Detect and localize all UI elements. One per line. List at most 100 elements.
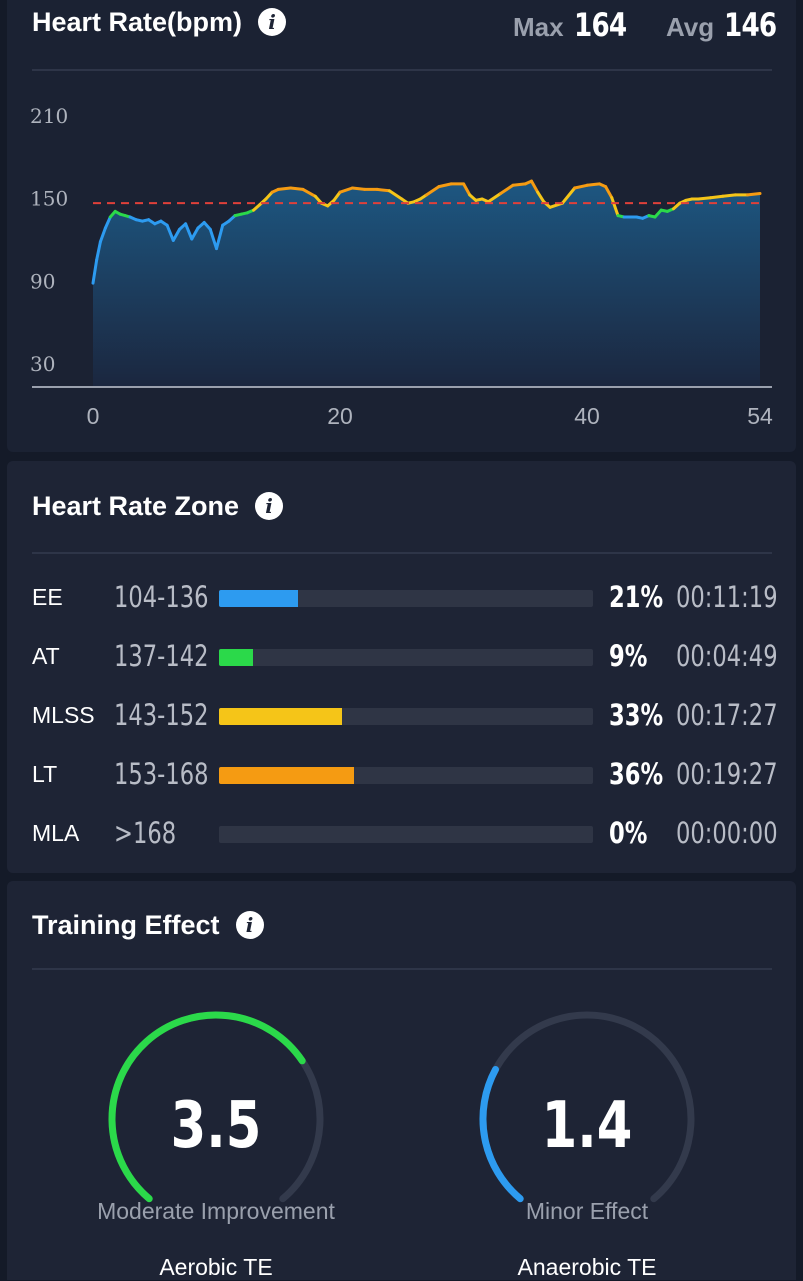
heart-rate-line-segment [499,183,515,195]
zone-row: AT 137-142 9% 00:04:49 [7,637,796,677]
heart-rate-line-segment [313,194,323,205]
heart-rate-card: Heart Rate(bpm) i Max 164 Avg 146 210 150 90 3… [7,0,796,452]
zone-bar-fill [219,590,298,607]
heart-rate-line-segment [610,196,620,218]
heart-rate-line-segment [208,227,218,251]
avg-stat: Avg 146 [666,6,788,44]
zone-bar-track [219,826,593,843]
training-title: Training Effect i [32,909,264,941]
heart-rate-line-segment [387,189,404,201]
x-tick-label: 0 [87,403,100,429]
zone-time: 00:00:00 [676,816,778,850]
anaerobic-te-value: 1.4 [542,1087,633,1162]
heart-rate-line-segment [486,192,503,204]
heart-rate-line-segment [604,185,614,200]
zone-title: Heart Rate Zone i [32,490,284,522]
heart-rate-line-segment [91,258,99,285]
zone-bar-fill [219,708,343,725]
max-stat: Max 164 [513,6,637,44]
heart-rate-line-segment [350,186,367,191]
heart-rate-line-segment [301,187,317,198]
training-gauges: 3.5 1.4 [108,1011,695,1203]
x-tick-label: 40 [574,403,600,429]
aerobic-te-label: Aerobic TE [159,1254,273,1280]
zone-percent: 9% [609,639,648,673]
heart-rate-line-segment [536,190,546,204]
info-icon[interactable]: i [255,491,284,520]
zone-range: >168 [114,816,177,850]
heart-rate-line-segment [746,192,762,197]
heart-rate-line-segment [560,186,577,205]
zone-bar-fill [219,649,253,666]
zone-bar-track [219,590,593,607]
zone-time: 00:04:49 [676,639,778,673]
zone-percent: 21% [609,580,664,614]
aerobic-te-value: 3.5 [171,1087,262,1162]
avg-label: Avg [666,12,715,42]
zone-row: EE 104-136 21% 00:11:19 [7,578,796,618]
heart-rate-line-segment [338,186,354,194]
anaerobic-gauge-arc [479,1066,524,1203]
y-tick-label: 30 [30,352,55,376]
heart-rate-line-segment [98,226,107,244]
heart-rate-line-segment [202,221,212,231]
zone-range: 153-168 [114,757,209,791]
zone-row: MLA >168 0% 00:00:00 [7,814,796,854]
heart-rate-line-segment [511,182,527,187]
divider [32,69,772,71]
info-icon[interactable]: i [235,910,264,939]
info-icon[interactable]: i [258,7,287,36]
x-tick-label: 54 [747,403,773,429]
zone-range: 137-142 [114,639,209,673]
x-tick-label: 20 [327,403,353,429]
heart-rate-line-segment [289,186,305,191]
divider [32,968,772,970]
heart-rate-line-segment [276,186,293,191]
heart-rate-line-segment [264,190,274,201]
heart-rate-line-segment [332,190,342,202]
heart-rate-title: Heart Rate(bpm) i [32,6,287,38]
zone-row: LT 153-168 36% 00:19:27 [7,755,796,795]
heart-rate-line-segment [573,183,589,190]
zone-name: AT [32,643,60,669]
max-value: 164 [573,6,627,44]
aerobic-gauge-arc [108,1011,306,1203]
y-tick-label: 210 [30,104,68,128]
zone-bar-track [219,649,593,666]
zone-percent: 33% [609,698,664,732]
aerobic-te-description: Moderate Improvement [97,1198,335,1224]
heart-rate-line-segment [653,208,663,219]
heart-rate-zone-card: Heart Rate Zone i EE 104-136 21% 00:11:19 AT 1… [7,461,796,873]
training-effect-card: Training Effect i 3.5 1.4 Moderate Improv… [7,881,796,1280]
heart-rate-line-segment [425,185,441,197]
divider [32,552,772,554]
heart-rate-line-segment [184,222,194,241]
heart-rate-line-segment [696,196,713,201]
heart-rate-line-segment [530,179,540,194]
zone-bar-track [219,767,593,784]
zone-name: LT [32,761,58,787]
heart-rate-chart: 210 150 90 30 0 20 40 54 [30,104,773,429]
heart-rate-line-segment [721,193,737,198]
zone-bar-track [219,708,593,725]
anaerobic-te-description: Minor Effect [525,1198,649,1224]
zone-time: 00:19:27 [676,757,778,791]
zone-name: EE [32,584,63,610]
zone-name: MLA [32,820,80,846]
heart-rate-line-segment [437,182,453,189]
heart-rate-line-segment [95,240,102,262]
heart-rate-line-segment [375,187,391,193]
zone-percent: 36% [609,757,664,791]
heart-rate-area [93,181,760,387]
zone-row: MLSS 143-152 33% 00:17:27 [7,696,796,736]
zone-time: 00:11:19 [676,580,778,614]
heart-rate-line-segment [190,226,200,241]
max-label: Max [513,12,564,42]
heart-rate-line-segment [585,182,601,187]
heart-rate-line-segment [103,215,112,230]
heart-rate-line-segment [215,223,225,251]
y-tick-label: 90 [30,269,55,293]
heart-rate-line-segment [171,227,181,242]
heart-rate-line-segment [462,182,472,197]
avg-value: 146 [724,6,777,44]
